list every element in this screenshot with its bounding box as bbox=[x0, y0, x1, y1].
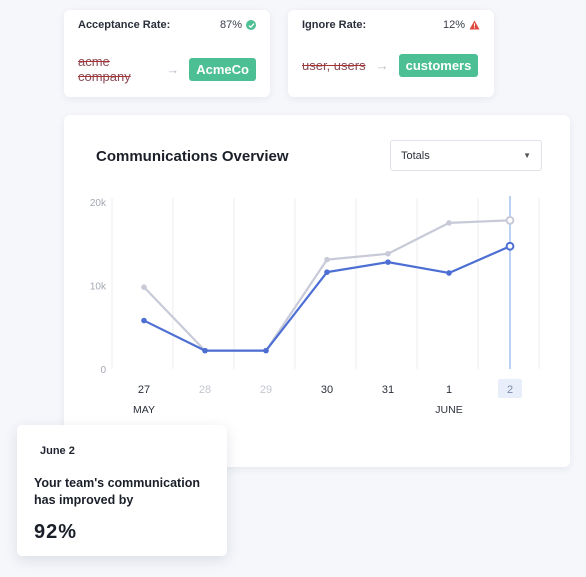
term-replacement-row: user, users → customers bbox=[302, 54, 480, 77]
selected-data-point bbox=[505, 241, 515, 251]
x-month-label: MAY bbox=[133, 404, 155, 416]
data-point bbox=[446, 220, 452, 226]
y-tick-label: 10k bbox=[90, 282, 107, 293]
tooltip-date: June 2 bbox=[40, 445, 75, 457]
x-tick-label: 27 bbox=[138, 384, 150, 396]
select-value: Totals bbox=[401, 149, 430, 162]
communications-line-chart[interactable]: 0 10k 20k 27 MAY 28 29 30 31 1 JUNE 2 bbox=[64, 115, 570, 467]
data-point bbox=[202, 347, 208, 354]
arrow-right-icon: → bbox=[375, 58, 389, 73]
term-replacement-row: acme company → AcmeCo bbox=[78, 54, 256, 84]
acceptance-rate-value-group: 87% bbox=[220, 19, 256, 31]
arrow-right-icon: → bbox=[166, 61, 180, 77]
ignore-rate-card: Ignore Rate: 12% user, users → customers bbox=[288, 10, 494, 97]
acceptance-rate-label: Acceptance Rate: bbox=[78, 19, 171, 31]
old-term: user, users bbox=[302, 58, 366, 73]
series-line-1 bbox=[143, 219, 511, 352]
x-tick-label: 30 bbox=[321, 384, 333, 396]
acceptance-rate-value: 87% bbox=[219, 19, 242, 31]
warning-triangle-icon bbox=[469, 20, 480, 30]
chart-tooltip: June 2 Your team's communication has imp… bbox=[17, 425, 227, 556]
check-circle-icon bbox=[246, 20, 256, 30]
data-point bbox=[446, 270, 452, 276]
chart-title: Communications Overview bbox=[96, 148, 289, 165]
x-month-label: JUNE bbox=[435, 404, 462, 416]
data-point bbox=[324, 269, 330, 275]
x-tick-label: 28 bbox=[199, 384, 211, 396]
tooltip-message: Your team's communication has improved b… bbox=[34, 476, 200, 507]
y-tick-label: 20k bbox=[90, 198, 107, 209]
caret-down-icon: ▼ bbox=[523, 151, 531, 160]
acceptance-rate-card: Acceptance Rate: 87% acme company → Acme… bbox=[64, 10, 270, 97]
data-point bbox=[263, 347, 269, 354]
tooltip-value: 92% bbox=[34, 521, 78, 543]
data-point bbox=[141, 317, 147, 324]
totals-select[interactable]: Totals ▼ bbox=[390, 140, 542, 171]
selected-date-highlight bbox=[498, 379, 522, 398]
x-tick-label: 2 bbox=[507, 384, 513, 396]
ignore-rate-value-group: 12% bbox=[443, 19, 480, 31]
communications-overview-card: Communications Overview Totals ▼ 0 10k 20k… bbox=[64, 115, 570, 467]
ignore-rate-value: 12% bbox=[442, 19, 465, 31]
x-tick-label: 31 bbox=[382, 384, 394, 396]
y-tick-label: 0 bbox=[100, 365, 106, 376]
ignore-rate-label: Ignore Rate: bbox=[302, 19, 367, 31]
new-term-badge[interactable]: customers bbox=[398, 54, 479, 77]
x-tick-label: 1 bbox=[446, 384, 452, 396]
new-term-badge[interactable]: AcmeCo bbox=[189, 57, 256, 81]
data-point bbox=[385, 250, 391, 257]
data-point bbox=[385, 259, 391, 265]
old-term: acme company bbox=[78, 54, 131, 84]
selected-data-point bbox=[505, 215, 515, 225]
x-tick-label: 29 bbox=[260, 384, 272, 396]
data-point bbox=[141, 284, 147, 290]
data-point bbox=[324, 256, 330, 263]
